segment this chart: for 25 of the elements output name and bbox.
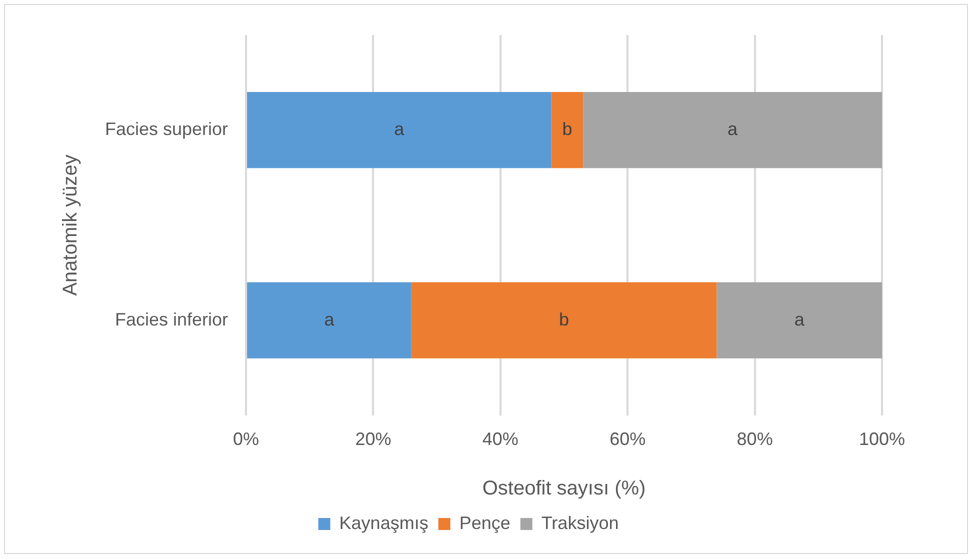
data-label: a (794, 309, 806, 330)
data-label: a (324, 309, 336, 330)
data-label: b (559, 309, 570, 330)
x-axis-title: Osteofit sayısı (%) (482, 478, 646, 500)
bar (583, 92, 882, 168)
y-axis-title: Anatomik yüzey (60, 154, 82, 296)
x-tick-label: 20% (355, 429, 392, 450)
data-label: b (562, 119, 572, 140)
bar (247, 282, 412, 358)
x-tick-label: 80% (736, 429, 773, 450)
bar (716, 282, 882, 358)
data-label: a (728, 119, 739, 140)
legend-label: Pençe (459, 512, 510, 533)
y-tick-label: Facies superior (105, 119, 228, 140)
legend-label: Kaynaşmış (339, 512, 428, 533)
x-tick-label: 40% (482, 429, 518, 450)
bar (247, 92, 552, 168)
bar (411, 282, 717, 358)
y-tick-label: Facies inferior (115, 309, 228, 330)
legend-label: Traksiyon (541, 512, 619, 533)
x-tick-label: 100% (858, 429, 906, 450)
data-label: a (394, 119, 406, 140)
x-tick-label: 0% (233, 429, 260, 450)
bar (551, 92, 584, 168)
x-tick-label: 60% (610, 429, 646, 450)
